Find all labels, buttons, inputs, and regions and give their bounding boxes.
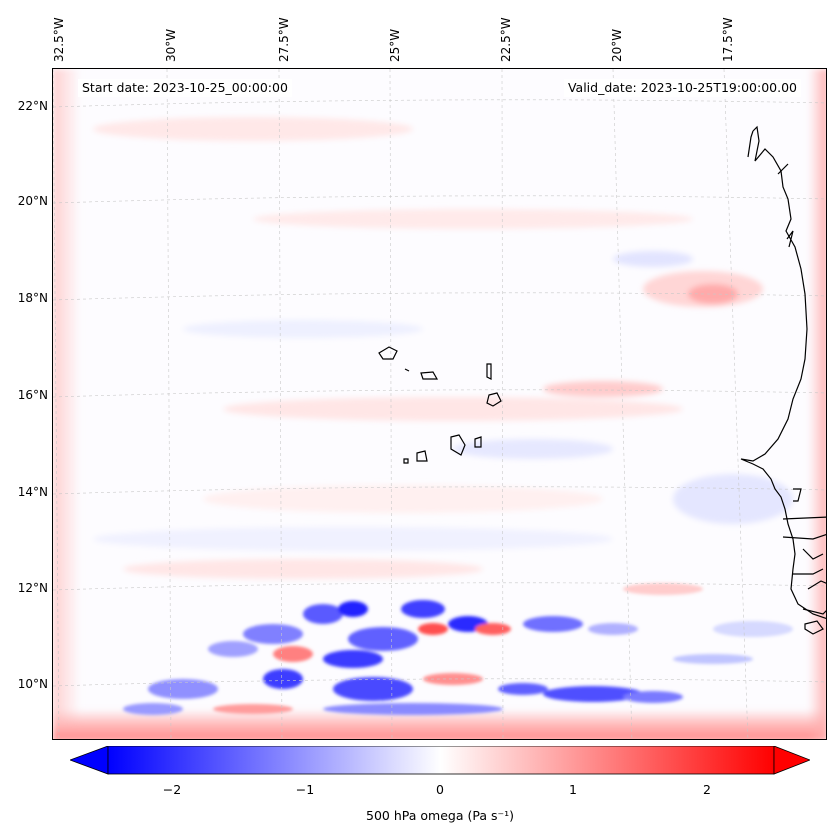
lon-label-25w: 25°W	[388, 28, 402, 62]
lat-label-10n: 10°N	[17, 677, 48, 691]
valid-date-label: Valid_date: 2023-10-25T19:00:00.00	[563, 79, 801, 97]
graticule	[53, 69, 826, 739]
omega-field-map	[53, 69, 826, 739]
colorbar-extend-min	[70, 746, 109, 775]
coastline	[740, 125, 826, 635]
omega-background-field	[53, 69, 826, 739]
lon-label-27-5w: 27.5°W	[277, 17, 291, 62]
lat-label-20n: 20°N	[17, 194, 48, 208]
cape-verde-islands	[378, 346, 502, 464]
colorbar-tick-minus-2: −2	[162, 782, 182, 797]
colorbar-tick-2: 2	[703, 782, 711, 797]
start-date-label: Start date: 2023-10-25_00:00:00	[78, 79, 292, 97]
lat-label-12n: 12°N	[17, 581, 48, 595]
colorbar	[70, 746, 810, 775]
lat-label-14n: 14°N	[17, 485, 48, 499]
lon-label-17-5w: 17.5°W	[721, 17, 735, 62]
colorbar-extend-max	[773, 746, 810, 775]
colorbar-label: 500 hPa omega (Pa s⁻¹)	[366, 808, 514, 823]
lon-label-22-5w: 22.5°W	[499, 17, 513, 62]
colorbar-tick-minus-1: −1	[295, 782, 315, 797]
lat-label-18n: 18°N	[17, 291, 48, 305]
lat-label-16n: 16°N	[17, 388, 48, 402]
colorbar-tick-0: 0	[436, 782, 444, 797]
map-panel[interactable]: Start date: 2023-10-25_00:00:00 Valid_da…	[52, 68, 827, 740]
colorbar-gradient	[107, 746, 775, 775]
lon-label-32-5w: 32.5°W	[52, 17, 66, 62]
lon-label-20w: 20°W	[610, 28, 624, 62]
lat-label-22n: 22°N	[17, 99, 48, 113]
omega-convective-band	[123, 583, 793, 715]
lon-label-30w: 30°W	[164, 28, 178, 62]
colorbar-tick-1: 1	[569, 782, 577, 797]
